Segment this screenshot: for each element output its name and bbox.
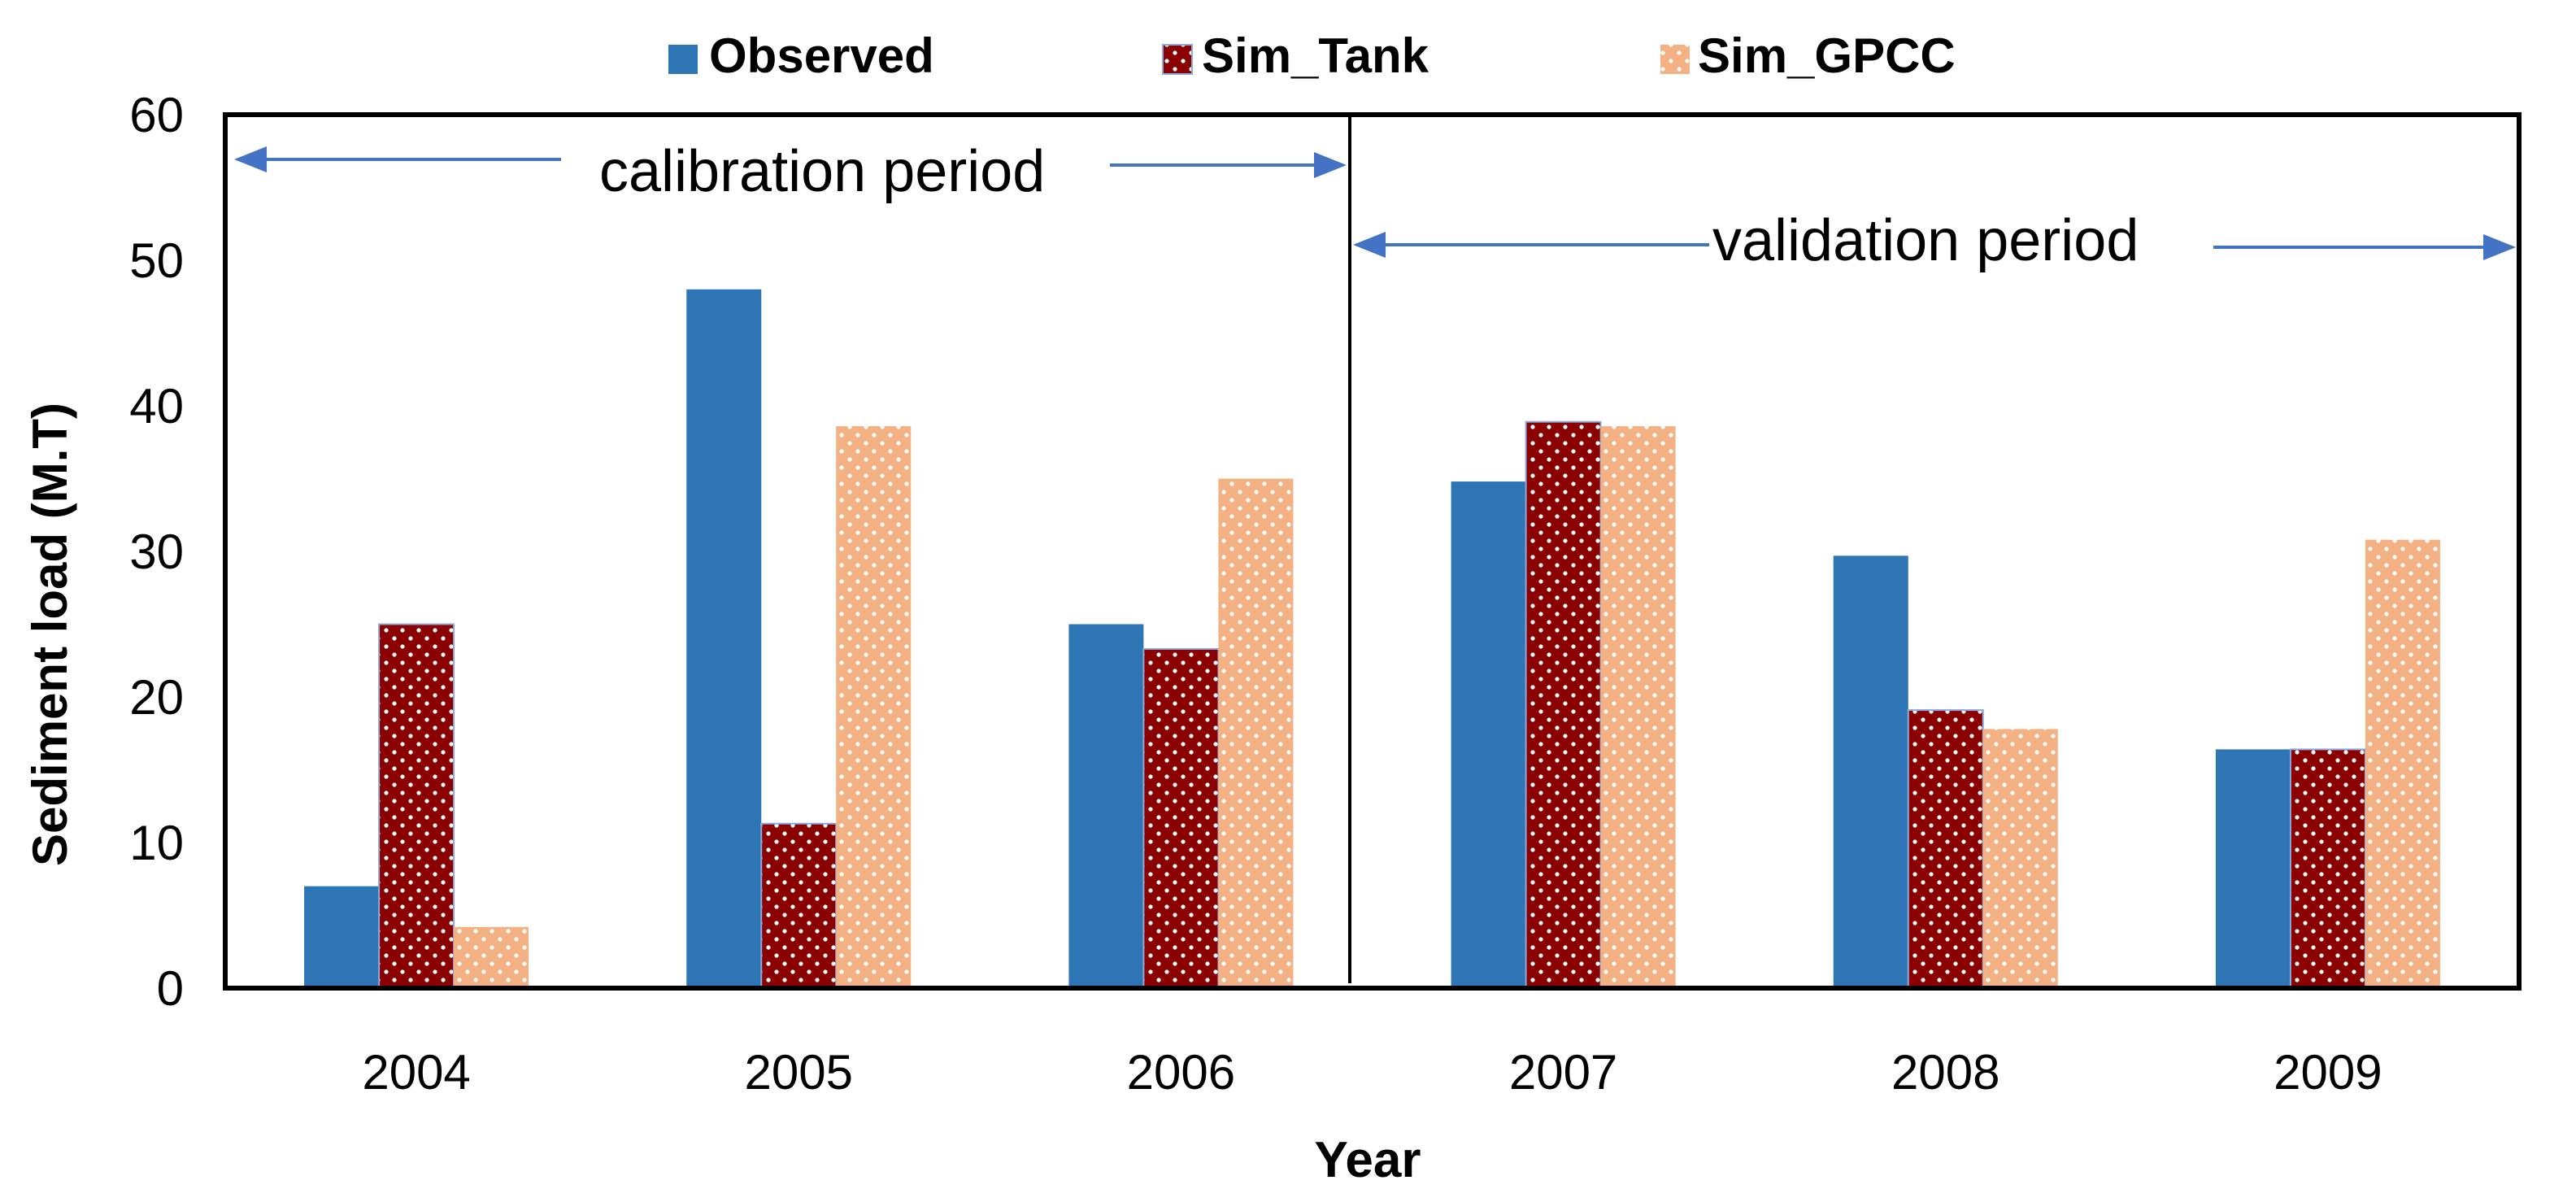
legend-label-sim-gpcc: Sim_GPCC: [1698, 28, 1956, 83]
legend-swatch-sim-tank: [1162, 44, 1193, 75]
y-tick-label: 20: [129, 670, 184, 725]
bar-sim-tank-2005: [760, 822, 838, 989]
bar-observed-2005: [686, 289, 762, 988]
y-tick-label: 30: [129, 525, 184, 579]
bar-observed-2008: [1833, 555, 1908, 988]
y-tick-label: 40: [129, 379, 184, 433]
x-tick-label-2007: 2007: [1509, 1045, 1617, 1100]
x-tick-label-2004: 2004: [362, 1045, 470, 1100]
bar-observed-2004: [304, 886, 380, 988]
legend-item-sim-tank: Sim_Tank: [1162, 28, 1429, 83]
x-tick-label-2005: 2005: [745, 1045, 853, 1100]
bar-sim-tank-2006: [1142, 647, 1220, 989]
y-tick-labels: 0 10 20 30 40 50 60: [129, 88, 184, 1016]
validation-period-label: validation period: [1712, 208, 2139, 273]
bar-sim-tank-2008: [1907, 709, 1984, 989]
bar-sim-gpcc-2009: [2365, 539, 2440, 988]
calibration-period-label: calibration period: [599, 139, 1045, 204]
bar-sim-tank-2007: [1525, 420, 1602, 989]
x-tick-labels: 2004 2005 2006 2007 2008 2009: [362, 1045, 2382, 1100]
y-tick-label: 60: [129, 88, 184, 142]
legend-label-observed: Observed: [709, 28, 934, 83]
bar-observed-2009: [2215, 749, 2291, 988]
x-axis-label: Year: [1314, 1132, 1421, 1188]
validation-annotation: validation period: [1353, 208, 2516, 273]
bar-sim-gpcc-2005: [836, 426, 912, 988]
legend: Observed Sim_Tank Sim_GPCC: [668, 28, 1956, 83]
calibration-annotation: calibration period: [234, 139, 1347, 204]
x-tick-label-2006: 2006: [1127, 1045, 1235, 1100]
y-tick-label: 50: [129, 233, 184, 288]
legend-item-sim-gpcc: Sim_GPCC: [1660, 28, 1956, 83]
x-tick-label-2008: 2008: [1891, 1045, 1999, 1100]
y-tick-label: 10: [129, 816, 184, 870]
legend-swatch-sim-gpcc: [1660, 45, 1690, 74]
plot-frame: [223, 112, 2522, 991]
bar-observed-2007: [1451, 481, 1526, 988]
bar-sim-tank-2009: [2289, 748, 2366, 989]
bar-sim-gpcc-2006: [1218, 478, 1294, 988]
bar-sim-gpcc-2007: [1600, 426, 1676, 988]
legend-swatch-observed: [668, 45, 698, 74]
legend-label-sim-tank: Sim_Tank: [1202, 28, 1429, 83]
bars: [304, 289, 2440, 989]
legend-item-observed: Observed: [668, 28, 934, 83]
bar-observed-2006: [1068, 624, 1144, 988]
bar-sim-gpcc-2008: [1982, 729, 2058, 988]
y-axis-label: Sediment load (M.T): [23, 403, 77, 866]
bar-sim-tank-2004: [378, 623, 455, 989]
bar-sim-gpcc-2004: [454, 926, 529, 988]
y-tick-label: 0: [157, 961, 184, 1016]
x-tick-label-2009: 2009: [2274, 1045, 2382, 1100]
